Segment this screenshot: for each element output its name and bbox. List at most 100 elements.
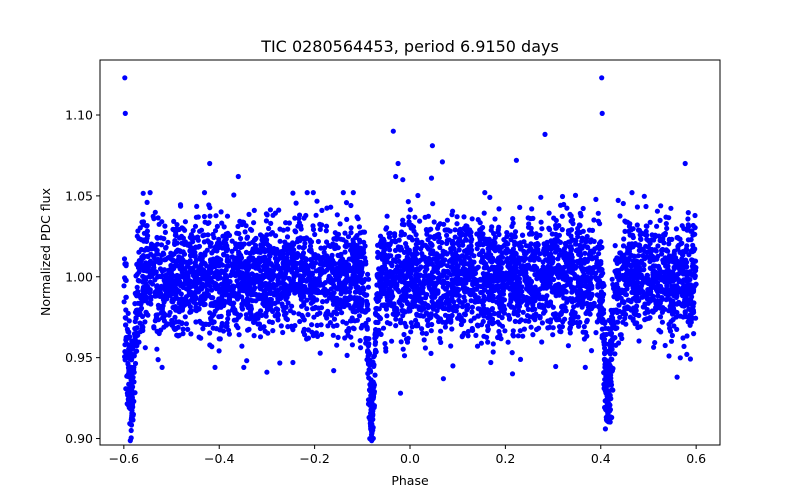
data-point <box>505 259 511 265</box>
data-point <box>461 262 467 268</box>
data-point <box>217 289 223 295</box>
data-point <box>348 247 354 253</box>
data-point <box>629 190 635 196</box>
data-point <box>229 248 235 254</box>
data-point <box>320 299 326 305</box>
data-point <box>644 232 650 238</box>
data-point <box>621 263 627 269</box>
data-point <box>350 237 356 243</box>
data-point <box>200 326 206 332</box>
data-point <box>266 300 273 306</box>
data-point <box>183 280 189 286</box>
data-point <box>301 326 307 332</box>
data-point <box>340 319 346 325</box>
data-point <box>511 239 518 245</box>
data-point <box>668 205 674 211</box>
data-point <box>187 242 193 248</box>
data-point <box>539 302 545 308</box>
data-point <box>138 265 145 271</box>
data-point <box>383 348 389 354</box>
data-point <box>285 226 291 232</box>
data-point <box>673 293 679 299</box>
data-point <box>346 289 353 295</box>
data-point <box>179 255 185 261</box>
data-point <box>379 255 385 261</box>
data-point <box>225 311 232 317</box>
data-point <box>156 289 163 295</box>
data-point <box>170 291 176 297</box>
data-point <box>510 295 516 301</box>
data-point <box>422 242 429 248</box>
data-point <box>602 426 609 432</box>
data-point <box>178 203 184 209</box>
data-point <box>634 294 640 300</box>
data-point <box>630 244 636 250</box>
data-point <box>461 254 467 260</box>
data-point <box>162 223 168 229</box>
data-point <box>154 312 160 318</box>
data-point <box>466 231 472 237</box>
data-point <box>148 294 154 300</box>
data-point <box>275 276 281 282</box>
data-point <box>250 272 257 278</box>
data-point <box>293 285 300 291</box>
data-point <box>622 287 628 293</box>
data-point <box>662 342 668 349</box>
data-point <box>178 233 185 239</box>
data-point <box>253 298 259 304</box>
data-point <box>224 213 231 219</box>
data-point <box>383 303 389 309</box>
data-point <box>563 308 569 314</box>
data-point <box>667 325 673 331</box>
data-point <box>298 276 304 282</box>
data-point <box>612 268 618 274</box>
data-point <box>284 316 290 323</box>
data-point <box>194 203 200 209</box>
data-point <box>664 283 670 289</box>
data-point <box>536 325 542 331</box>
data-point <box>234 311 240 317</box>
data-point <box>471 253 477 259</box>
data-point <box>297 290 303 296</box>
data-point <box>659 319 666 325</box>
data-point <box>512 229 519 235</box>
data-point <box>652 285 658 291</box>
data-point <box>176 306 182 312</box>
data-point <box>310 190 316 196</box>
data-point <box>294 254 300 260</box>
data-point <box>645 287 651 293</box>
data-point <box>616 308 623 314</box>
data-point <box>355 288 361 294</box>
data-point <box>658 203 664 209</box>
data-point <box>176 288 182 294</box>
data-point <box>480 271 486 277</box>
data-point <box>404 267 411 273</box>
data-point <box>561 201 567 208</box>
data-point <box>666 215 672 221</box>
data-point <box>582 364 588 370</box>
data-point <box>634 320 640 326</box>
data-point <box>161 236 167 242</box>
data-point <box>204 263 210 269</box>
data-point <box>623 321 629 327</box>
data-point <box>293 229 299 235</box>
data-point <box>314 198 320 204</box>
data-point <box>677 355 683 361</box>
data-point <box>285 242 291 248</box>
data-point <box>429 275 435 282</box>
data-point <box>211 256 217 262</box>
data-point <box>422 214 428 220</box>
data-point <box>647 219 653 225</box>
data-point <box>403 241 409 247</box>
data-point <box>510 216 516 222</box>
data-point <box>469 309 475 315</box>
data-point <box>195 244 201 250</box>
data-point <box>458 321 464 328</box>
data-point <box>573 263 579 270</box>
data-point <box>239 343 245 349</box>
data-point <box>448 343 454 349</box>
data-point <box>682 310 688 316</box>
data-point <box>216 272 222 278</box>
data-point <box>423 331 429 337</box>
data-point <box>389 238 395 244</box>
